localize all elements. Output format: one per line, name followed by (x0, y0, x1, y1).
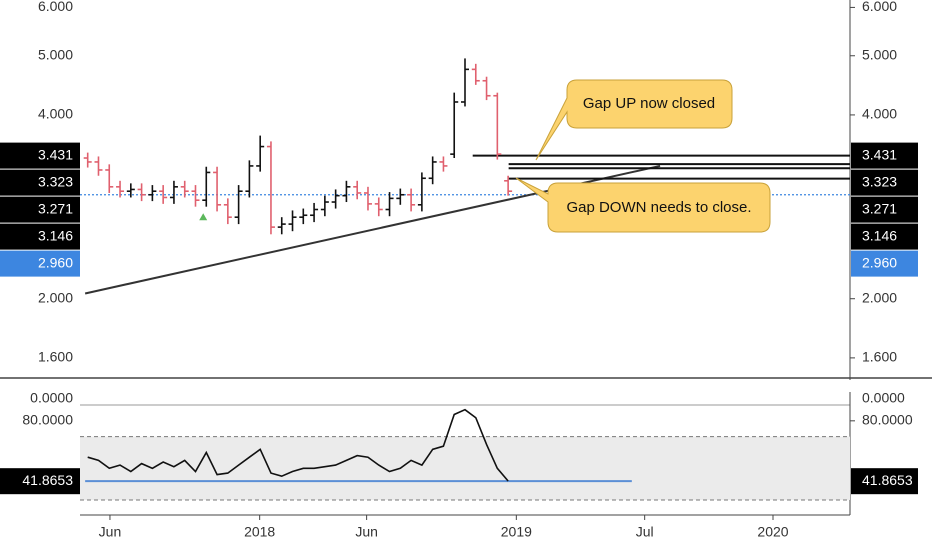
y-tick-label: 4.000 (38, 106, 73, 122)
price-label: 3.146 (862, 227, 897, 243)
price-label: 2.960 (862, 254, 897, 270)
price-label: 3.146 (38, 227, 73, 243)
clipped-label: 0.0000 (30, 390, 73, 406)
x-tick-label: 2018 (244, 524, 275, 540)
y-tick-label: 2.000 (862, 289, 897, 305)
y-tick-label: 6.000 (38, 0, 73, 14)
callout-box (515, 177, 771, 233)
y-tick-label: 5.000 (38, 46, 73, 62)
rsi-label: 41.8653 (22, 472, 73, 488)
x-tick-label: 2020 (757, 524, 788, 540)
clipped-label: 0.0000 (862, 390, 905, 406)
price-label: 3.431 (862, 146, 897, 162)
rsi-label-box (0, 468, 80, 495)
y-tick-label: 5.000 (862, 46, 897, 62)
price-label: 3.271 (862, 200, 897, 216)
y-tick-label: 6.000 (862, 0, 897, 14)
x-tick-label: Jun (99, 524, 122, 540)
clip-mask (0, 380, 932, 392)
price-label-box (0, 196, 80, 223)
price-label-box (851, 250, 918, 277)
x-tick-label: Jul (636, 524, 654, 540)
price-label: 3.323 (38, 173, 73, 189)
rsi-label: 41.8653 (862, 472, 913, 488)
rsi-line (87, 408, 509, 482)
y-tick-label: 1.600 (862, 349, 897, 365)
price-label-box (851, 169, 918, 196)
price-label: 3.323 (862, 173, 897, 189)
price-label: 3.271 (38, 200, 73, 216)
x-tick-label: Jun (355, 524, 378, 540)
rsi-band (80, 436, 850, 500)
y-tick-label: 80.0000 (22, 412, 73, 428)
price-label: 3.431 (38, 146, 73, 162)
y-tick-label: 2.000 (38, 289, 73, 305)
price-label-box (851, 196, 918, 223)
callouts: Gap UP now closed Gap DOWN needs to clos… (515, 79, 771, 233)
price-label-box (851, 223, 918, 250)
price-label-box (0, 250, 80, 277)
y-tick-label: 1.600 (38, 349, 73, 365)
price-label-box (0, 223, 80, 250)
y-tick-label: 80.0000 (862, 412, 913, 428)
x-tick-label: 2019 (501, 524, 532, 540)
price-label-box (0, 142, 80, 169)
callout-text: Gap UP now closed (583, 95, 715, 112)
signal-marker (199, 213, 208, 221)
price-label-box (851, 142, 918, 169)
y-tick-label: 4.000 (862, 106, 897, 122)
price-label: 2.960 (38, 254, 73, 270)
callout-text: Gap DOWN needs to close. (566, 199, 751, 216)
price-label-box (0, 169, 80, 196)
rsi-label-box (851, 468, 918, 495)
callout-box (535, 79, 733, 161)
